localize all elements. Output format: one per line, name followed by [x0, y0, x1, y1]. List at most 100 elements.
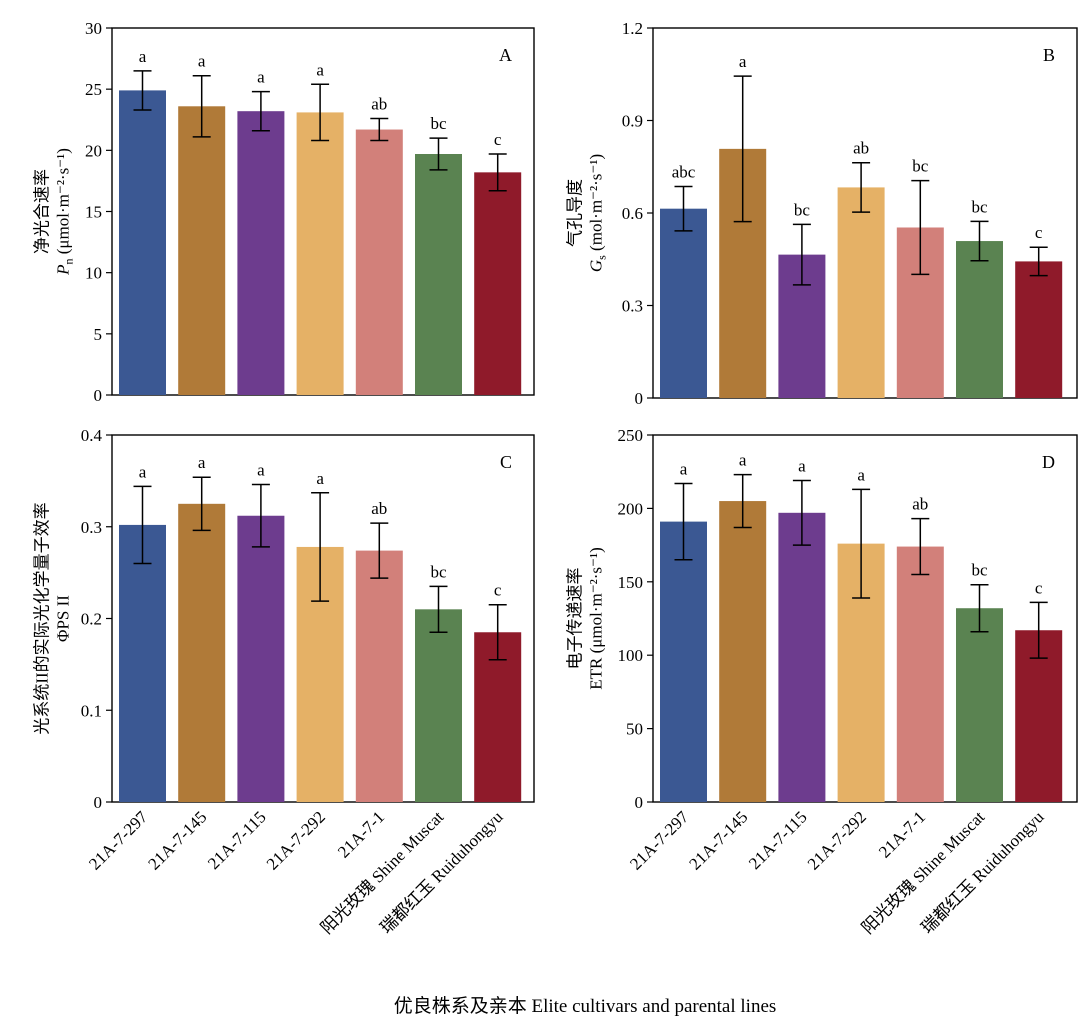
y-tick-label: 250	[618, 426, 644, 445]
y-tick-label: 30	[85, 19, 102, 38]
significance-letter: abc	[672, 162, 696, 181]
significance-letter: bc	[971, 197, 988, 216]
significance-letter: c	[1035, 578, 1043, 597]
y-axis-label-unit: (mol·m⁻²·s⁻¹)	[587, 154, 606, 255]
significance-letter: c	[494, 581, 502, 600]
y-tick-label: 0.1	[81, 701, 102, 720]
bar-c-7	[474, 632, 522, 802]
y-axis-label-symbol: ΦPS II	[54, 595, 73, 642]
y-axis-label-cn: 净光合速率	[32, 169, 51, 254]
bar-c-2	[178, 503, 226, 802]
error-bar	[133, 485, 152, 565]
y-axis-label-unit: (μmol·m⁻²·s⁻¹)	[587, 547, 606, 657]
bar-a-4	[296, 112, 344, 395]
y-tick-label: 50	[626, 720, 643, 739]
error-bar	[852, 488, 871, 599]
category-label: 21A-7-1	[875, 807, 929, 861]
error-bar	[792, 479, 811, 546]
y-axis-label: 光系统II的实际光化学量子效率 ΦPS II	[32, 502, 72, 734]
error-bar	[192, 476, 211, 532]
y-axis-label: 电子传递速率ETR (μmol·m⁻²·s⁻¹)	[565, 547, 605, 690]
category-label: 21A-7-145	[685, 807, 751, 873]
category-label: 瑞都红玉 Ruiduhongyu	[377, 807, 507, 937]
y-tick-label: 20	[85, 141, 102, 160]
y-tick-label: 0	[635, 389, 644, 408]
y-axis-label-cn: 光系统II的实际光化学量子效率	[32, 502, 51, 734]
significance-letter: a	[798, 457, 806, 476]
bar-a-1	[119, 90, 166, 395]
error-bar	[251, 90, 270, 132]
y-tick-label: 10	[85, 264, 102, 283]
error-bar	[192, 74, 211, 138]
significance-letter: a	[316, 60, 324, 79]
significance-letter: ab	[912, 495, 928, 514]
bar-b-4	[837, 187, 885, 398]
category-label: 21A-7-115	[745, 807, 811, 873]
y-axis-label-symbol: G	[587, 260, 606, 272]
y-tick-label: 15	[85, 203, 102, 222]
bar-d-6	[956, 608, 1003, 802]
error-bar	[911, 517, 930, 576]
category-label: 21A-7-1	[334, 807, 388, 861]
category-label: 21A-7-297	[626, 807, 693, 874]
panel-d: 0 50 100 150 200 250 a a a a ab bc c D 电子传递速率ETR (μmol…	[565, 426, 1078, 938]
bar-d-2	[719, 501, 767, 802]
panel-label: D	[1042, 452, 1055, 472]
bar-c-1	[119, 524, 166, 802]
bar-b-6	[956, 241, 1003, 398]
y-axis-label: 净光合速率Pn (μmol·m⁻²·s⁻¹)	[32, 148, 75, 276]
significance-letter: a	[680, 459, 688, 478]
significance-letter: a	[739, 451, 747, 470]
y-tick-label: 0.4	[81, 426, 103, 445]
error-bar	[792, 223, 811, 286]
error-bar	[251, 483, 270, 548]
error-bar	[370, 117, 389, 142]
y-tick-label: 100	[618, 646, 644, 665]
significance-letter: a	[257, 68, 265, 87]
panel-a: 0 5 10 15 20 25 30 a a a a ab bc c A 净光合速率Pn (μmol·m⁻²·…	[32, 19, 535, 405]
bar-c-6	[415, 609, 462, 802]
y-tick-label: 1.2	[622, 19, 643, 38]
significance-letter: bc	[794, 200, 811, 219]
y-axis-label-subscript: s	[595, 255, 609, 260]
panel-label: B	[1043, 45, 1055, 65]
bar-b-1	[660, 208, 707, 398]
error-bar	[133, 70, 152, 111]
error-bar	[733, 75, 752, 223]
error-bar	[970, 583, 989, 633]
significance-letter: ab	[853, 139, 869, 158]
error-bar	[1029, 246, 1048, 277]
category-label: 21A-7-145	[144, 807, 210, 873]
y-axis-label-cn: 气孔导度	[565, 179, 584, 247]
error-bar	[911, 179, 930, 276]
y-tick-label: 0.3	[81, 518, 102, 537]
y-axis-label-cn: 电子传递速率	[565, 568, 584, 670]
significance-letter: c	[494, 130, 502, 149]
error-bar	[674, 482, 693, 561]
y-tick-label: 200	[618, 499, 644, 518]
error-bar	[488, 603, 507, 661]
significance-letter: ab	[371, 499, 387, 518]
error-bar	[370, 522, 389, 579]
y-axis-label-symbol: P	[54, 265, 73, 276]
error-bar	[1029, 601, 1048, 659]
y-tick-label: 0	[94, 793, 103, 812]
y-tick-label: 5	[94, 325, 103, 344]
error-bar	[733, 473, 752, 529]
error-bar	[852, 161, 871, 213]
y-axis-label: 气孔导度 Gs (mol·m⁻²·s⁻¹)	[565, 154, 608, 272]
significance-letter: bc	[430, 114, 447, 133]
y-tick-label: 0.2	[81, 610, 102, 629]
panel-c: 0 0.1 0.2 0.3 0.4 a a a a ab bc c C 光系统II的实际光化学量子效率 ΦP…	[32, 426, 535, 938]
y-tick-label: 25	[85, 80, 102, 99]
category-label: 21A-7-115	[204, 807, 270, 873]
y-tick-label: 0.6	[622, 204, 643, 223]
significance-letter: bc	[912, 157, 929, 176]
bar-a-5	[355, 129, 403, 395]
bar-d-5	[896, 546, 944, 802]
y-tick-label: 150	[618, 573, 644, 592]
error-bar	[674, 185, 693, 232]
category-label: 21A-7-297	[85, 807, 152, 874]
